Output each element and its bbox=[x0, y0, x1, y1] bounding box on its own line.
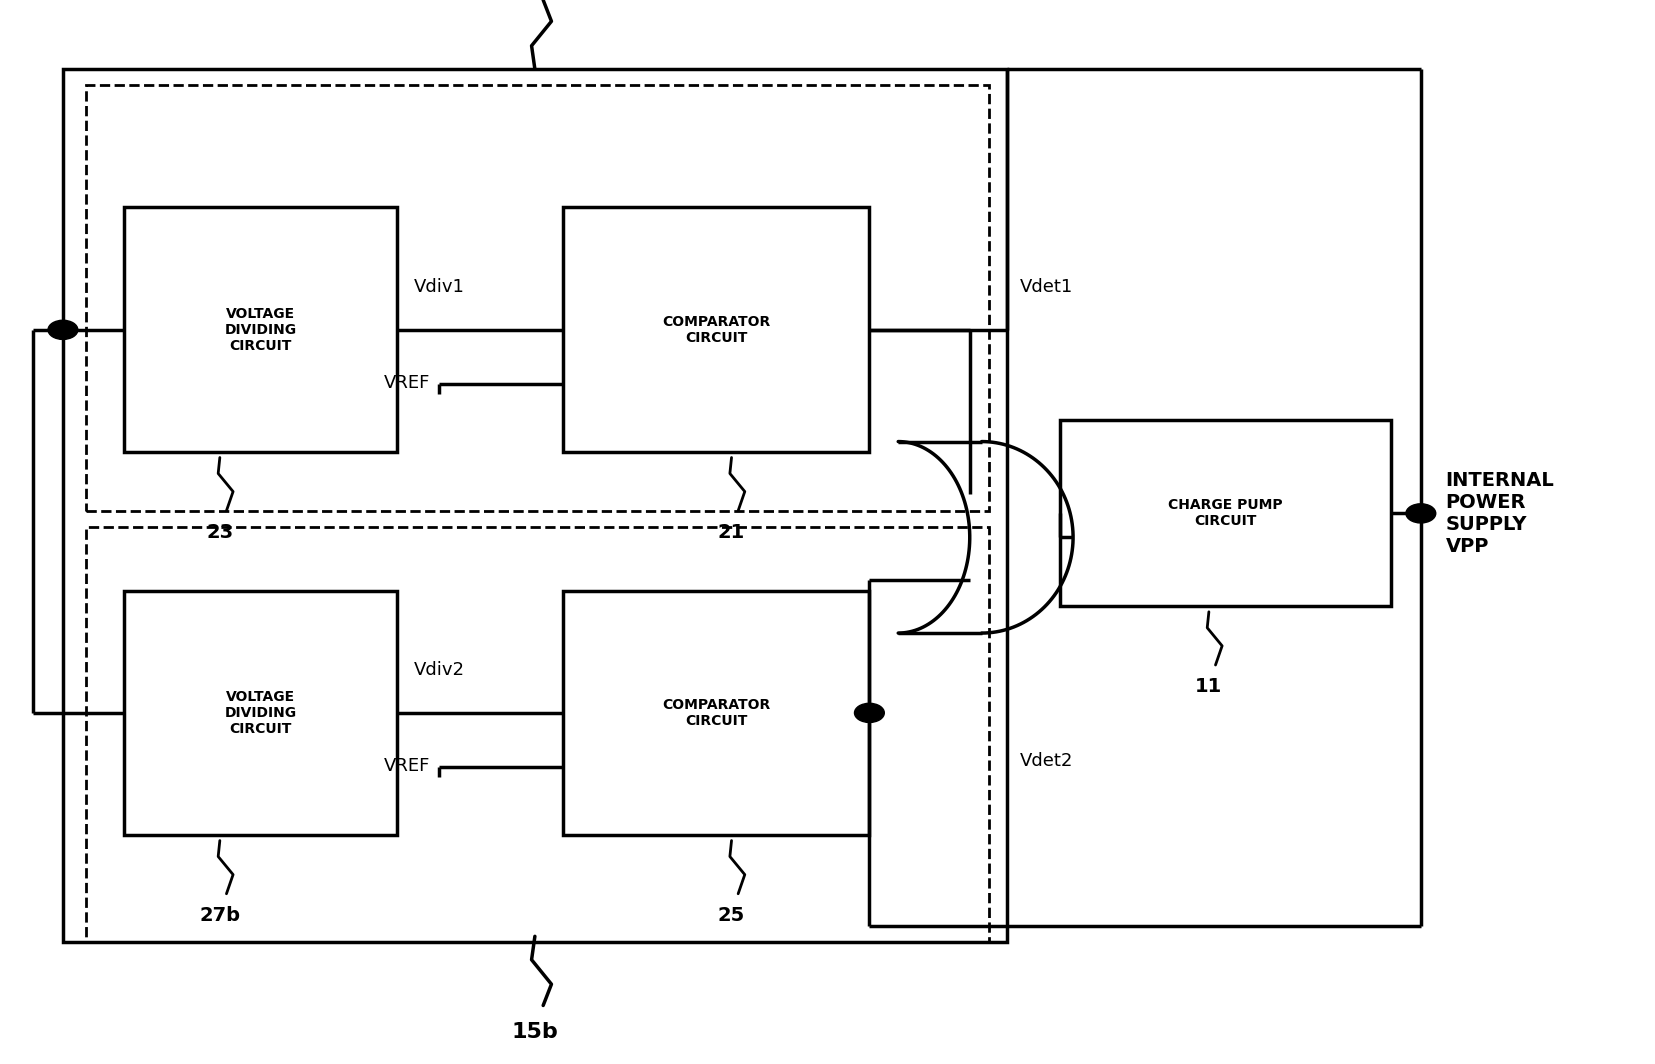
Bar bbox=[86, 85, 988, 511]
Text: VREF: VREF bbox=[384, 757, 430, 775]
Text: VOLTAGE
DIVIDING
CIRCUIT: VOLTAGE DIVIDING CIRCUIT bbox=[225, 689, 296, 736]
Bar bbox=[124, 591, 397, 835]
Text: 15b: 15b bbox=[511, 1023, 558, 1042]
Text: VOLTAGE
DIVIDING
CIRCUIT: VOLTAGE DIVIDING CIRCUIT bbox=[225, 306, 296, 353]
Text: COMPARATOR
CIRCUIT: COMPARATOR CIRCUIT bbox=[662, 315, 770, 345]
Bar bbox=[86, 527, 988, 942]
Bar bbox=[563, 591, 869, 835]
Bar bbox=[63, 69, 1006, 942]
Circle shape bbox=[1405, 504, 1435, 523]
Text: 11: 11 bbox=[1195, 677, 1221, 696]
Text: 23: 23 bbox=[207, 522, 233, 542]
Text: Vdiv1: Vdiv1 bbox=[414, 279, 465, 296]
Text: Vdet1: Vdet1 bbox=[1019, 279, 1072, 296]
Circle shape bbox=[854, 703, 884, 722]
Text: INTERNAL
POWER
SUPPLY
VPP: INTERNAL POWER SUPPLY VPP bbox=[1445, 471, 1554, 555]
Text: 27b: 27b bbox=[199, 905, 240, 925]
Text: CHARGE PUMP
CIRCUIT: CHARGE PUMP CIRCUIT bbox=[1167, 498, 1283, 529]
Text: VREF: VREF bbox=[384, 373, 430, 392]
Bar bbox=[124, 207, 397, 452]
Circle shape bbox=[48, 320, 78, 339]
Text: 25: 25 bbox=[718, 905, 745, 925]
Text: Vdiv2: Vdiv2 bbox=[414, 662, 465, 679]
Text: 21: 21 bbox=[718, 522, 745, 542]
Bar bbox=[1059, 420, 1390, 606]
Text: Vdet2: Vdet2 bbox=[1019, 752, 1072, 769]
Text: COMPARATOR
CIRCUIT: COMPARATOR CIRCUIT bbox=[662, 698, 770, 728]
Bar bbox=[563, 207, 869, 452]
